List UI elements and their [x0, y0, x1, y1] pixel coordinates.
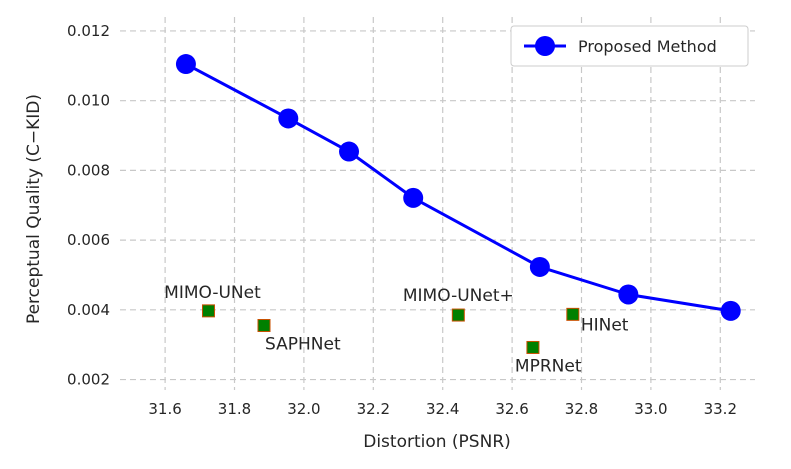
baseline-marker — [566, 307, 580, 321]
x-tick-label: 32.6 — [495, 400, 528, 418]
series-point — [403, 187, 424, 208]
y-tick-labels: 0.002 0.004 0.006 0.008 0.010 0.012 — [67, 22, 110, 389]
legend: Proposed Method — [510, 25, 749, 67]
x-tick-label: 32.0 — [287, 400, 320, 418]
y-tick-label: 0.004 — [67, 301, 110, 319]
baseline-marker — [257, 319, 271, 333]
y-tick-label: 0.008 — [67, 161, 110, 179]
legend-label: Proposed Method — [578, 37, 717, 56]
x-tick-label: 32.4 — [426, 400, 459, 418]
baseline-marker — [451, 308, 465, 322]
baseline-label: HINet — [581, 315, 629, 335]
baseline-label: MIMO-UNet+ — [403, 286, 514, 306]
series-point — [529, 256, 550, 277]
y-tick-label: 0.012 — [67, 22, 110, 40]
baseline-label: SAPHNet — [265, 335, 341, 355]
series-point — [339, 141, 360, 162]
series-line — [185, 62, 731, 313]
x-tick-label: 31.6 — [148, 400, 181, 418]
x-tick-label: 33.0 — [634, 400, 667, 418]
x-tick-label: 31.8 — [218, 400, 251, 418]
series-point — [175, 54, 196, 75]
y-tick-label: 0.006 — [67, 231, 110, 249]
x-tick-labels: 31.6 31.8 32.0 32.2 32.4 32.6 32.8 33.0 33.2 — [148, 400, 737, 418]
x-tick-label: 33.2 — [704, 400, 737, 418]
series-point — [278, 108, 299, 129]
grid-lines — [120, 17, 755, 390]
y-tick-label: 0.010 — [67, 92, 110, 110]
legend-box — [510, 25, 749, 67]
baseline-marker — [201, 304, 215, 318]
y-axis-label: Perceptual Quality (C−KID) — [24, 94, 44, 324]
x-tick-label: 32.8 — [565, 400, 598, 418]
baseline-label: MPRNet — [515, 356, 582, 376]
legend-marker-swatch — [535, 36, 555, 56]
baseline-label: MIMO-UNet — [164, 283, 261, 303]
series-point — [618, 284, 639, 305]
baseline-marker — [526, 340, 540, 354]
x-axis-label: Distortion (PSNR) — [363, 432, 511, 452]
y-tick-label: 0.002 — [67, 371, 110, 389]
baseline-labels: MIMO-UNet SAPHNet MIMO-UNet+ MPRNet HINet — [164, 283, 629, 377]
proposed-method-series — [175, 54, 741, 321]
baseline-points — [201, 304, 580, 354]
series-point — [720, 300, 741, 321]
x-tick-label: 32.2 — [357, 400, 390, 418]
